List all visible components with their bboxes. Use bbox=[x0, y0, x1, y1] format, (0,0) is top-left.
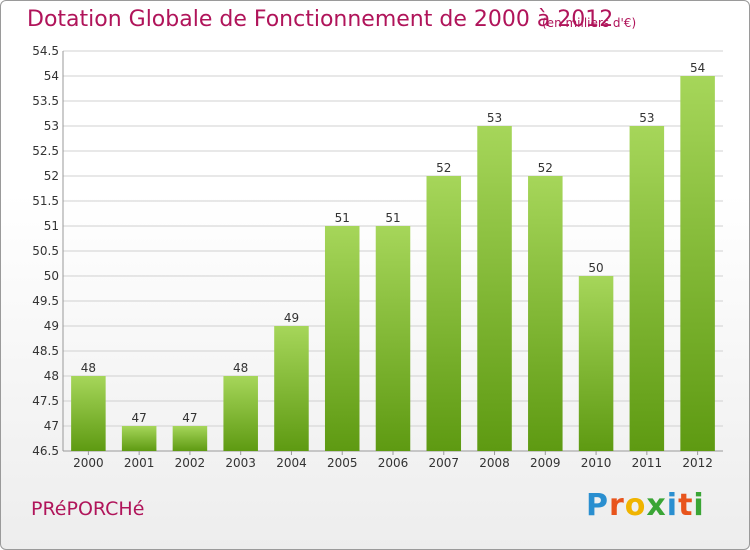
y-tick-label: 51 bbox=[44, 219, 59, 233]
x-tick-label: 2005 bbox=[327, 456, 358, 470]
bar-value-label: 48 bbox=[233, 361, 248, 375]
bar bbox=[375, 226, 411, 451]
y-tick-label: 50.5 bbox=[32, 244, 59, 258]
y-tick-label: 49.5 bbox=[32, 294, 59, 308]
logo-letter: i bbox=[693, 488, 705, 523]
x-tick-label: 2003 bbox=[225, 456, 256, 470]
bar bbox=[324, 226, 360, 451]
bar bbox=[477, 126, 512, 451]
bar-value-label: 51 bbox=[335, 211, 350, 225]
bar bbox=[71, 376, 106, 451]
x-tick-label: 2006 bbox=[378, 456, 409, 470]
y-tick-label: 54.5 bbox=[32, 44, 59, 58]
bar bbox=[629, 126, 665, 451]
y-tick-label: 47.5 bbox=[32, 394, 59, 408]
x-tick-label: 2012 bbox=[682, 456, 713, 470]
logo-letter: t bbox=[678, 488, 694, 523]
y-tick-label: 53 bbox=[44, 119, 59, 133]
bar-value-label: 54 bbox=[690, 61, 705, 75]
logo-letter: o bbox=[624, 488, 647, 523]
bar bbox=[274, 326, 309, 451]
y-tick-label: 50 bbox=[44, 269, 59, 283]
chart-title: Dotation Globale de Fonctionnement de 20… bbox=[27, 7, 614, 32]
bar-value-label: 51 bbox=[385, 211, 400, 225]
x-tick-label: 2008 bbox=[479, 456, 510, 470]
bar-value-label: 53 bbox=[639, 111, 654, 125]
y-tick-label: 54 bbox=[44, 69, 59, 83]
x-tick-label: 2010 bbox=[581, 456, 612, 470]
logo-letter: P bbox=[586, 488, 609, 523]
y-tick-label: 53.5 bbox=[32, 94, 59, 108]
bar-value-label: 52 bbox=[436, 161, 451, 175]
y-tick-label: 49 bbox=[44, 319, 59, 333]
chart-subtitle: (en milliers d'€) bbox=[542, 16, 637, 30]
proxiti-logo[interactable]: Proxiti bbox=[586, 488, 705, 523]
logo-letter: i bbox=[666, 488, 679, 523]
y-tick-label: 51.5 bbox=[32, 194, 59, 208]
x-tick-label: 2009 bbox=[530, 456, 561, 470]
bar-value-label: 50 bbox=[588, 261, 603, 275]
bar bbox=[528, 176, 563, 451]
y-tick-label: 47 bbox=[44, 419, 59, 433]
y-tick-label: 52 bbox=[44, 169, 59, 183]
bar-value-label: 47 bbox=[132, 411, 147, 425]
bar bbox=[223, 376, 258, 451]
logo-letter: x bbox=[646, 488, 667, 523]
bar-value-label: 53 bbox=[487, 111, 502, 125]
x-tick-label: 2000 bbox=[73, 456, 104, 470]
bar bbox=[578, 276, 614, 451]
bar bbox=[121, 426, 157, 451]
bar bbox=[172, 426, 208, 451]
bar-value-label: 48 bbox=[81, 361, 96, 375]
bar-value-label: 49 bbox=[284, 311, 299, 325]
x-tick-label: 2004 bbox=[276, 456, 307, 470]
y-tick-label: 46.5 bbox=[32, 444, 59, 458]
bar-value-label: 47 bbox=[182, 411, 197, 425]
commune-name: PRéPORCHé bbox=[31, 498, 145, 520]
bar-value-label: 52 bbox=[538, 161, 553, 175]
x-tick-label: 2001 bbox=[124, 456, 155, 470]
y-tick-label: 52.5 bbox=[32, 144, 59, 158]
x-tick-label: 2011 bbox=[632, 456, 663, 470]
y-tick-label: 48.5 bbox=[32, 344, 59, 358]
logo-letter: r bbox=[609, 488, 625, 523]
y-tick-label: 48 bbox=[44, 369, 59, 383]
bar bbox=[426, 176, 462, 451]
x-tick-label: 2007 bbox=[428, 456, 459, 470]
x-tick-label: 2002 bbox=[175, 456, 206, 470]
bar bbox=[680, 76, 715, 451]
